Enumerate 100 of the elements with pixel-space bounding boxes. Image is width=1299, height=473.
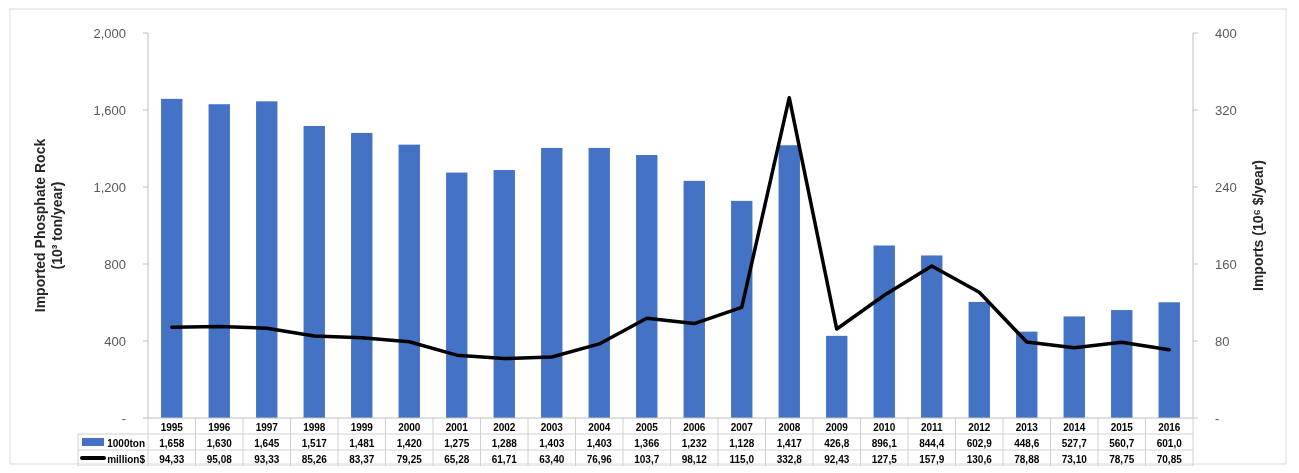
data-label: 73,10 bbox=[1061, 453, 1088, 465]
x-tick-label: 2006 bbox=[683, 421, 706, 433]
x-tick-label: 2002 bbox=[493, 421, 516, 433]
x-tick-label: 1995 bbox=[160, 421, 184, 433]
x-tick-label: 2016 bbox=[1158, 421, 1181, 433]
data-label: 79,25 bbox=[396, 453, 423, 465]
data-label: 61,71 bbox=[491, 453, 518, 465]
bar bbox=[1016, 331, 1038, 418]
x-tick-label: 2012 bbox=[968, 421, 991, 433]
data-label: 527,7 bbox=[1061, 437, 1088, 449]
data-label: 83,37 bbox=[349, 453, 375, 465]
bar bbox=[208, 104, 230, 418]
x-tick-label: 2001 bbox=[445, 421, 469, 433]
bar bbox=[1111, 310, 1133, 418]
data-label: 130,6 bbox=[966, 453, 993, 465]
x-tick-label: 2008 bbox=[778, 421, 801, 433]
bar bbox=[446, 172, 468, 418]
data-label: 157,9 bbox=[919, 453, 945, 465]
data-label: 115,0 bbox=[729, 453, 755, 465]
data-label: 103,7 bbox=[634, 453, 660, 465]
data-label: 1,366 bbox=[634, 437, 660, 449]
data-label: 98,12 bbox=[681, 453, 708, 465]
x-tick-label: 2009 bbox=[825, 421, 849, 433]
legend-label: 1000ton bbox=[107, 437, 145, 449]
data-label: 426,8 bbox=[824, 437, 850, 449]
data-label: 1,417 bbox=[776, 437, 803, 449]
data-label: 1,288 bbox=[491, 437, 518, 449]
data-label: 78,75 bbox=[1109, 453, 1135, 465]
data-label: 1,275 bbox=[444, 437, 470, 449]
y-tick-label: 800 bbox=[104, 256, 126, 272]
y-tick-label: 1,200 bbox=[93, 179, 126, 195]
x-tick-label: 2015 bbox=[1110, 421, 1134, 433]
x-tick-label: 2000 bbox=[398, 421, 421, 433]
data-label: 70,85 bbox=[1156, 453, 1183, 465]
data-label: 896,1 bbox=[871, 437, 898, 449]
data-label: 65,28 bbox=[444, 453, 470, 465]
data-label: 93,33 bbox=[254, 453, 280, 465]
data-label: 602,9 bbox=[966, 437, 993, 449]
x-tick-label: 2007 bbox=[730, 421, 754, 433]
y2-tick-label: 80 bbox=[1215, 333, 1230, 349]
bar bbox=[398, 144, 420, 418]
y-tick-label: 2,000 bbox=[93, 25, 126, 41]
data-label: 1,658 bbox=[159, 437, 185, 449]
bar bbox=[1158, 302, 1180, 418]
y-tick-label: 1,600 bbox=[93, 102, 126, 118]
x-tick-label: 2014 bbox=[1063, 421, 1086, 433]
data-label: 95,08 bbox=[206, 453, 233, 465]
bar bbox=[683, 180, 705, 418]
bar bbox=[303, 125, 325, 418]
data-label: 92,43 bbox=[824, 453, 850, 465]
bar bbox=[1063, 316, 1085, 418]
data-label: 85,26 bbox=[301, 453, 328, 465]
data-label: 332,8 bbox=[776, 453, 803, 465]
bar bbox=[351, 132, 373, 418]
data-label: 127,5 bbox=[871, 453, 898, 465]
data-label: 1,420 bbox=[396, 437, 423, 449]
bar bbox=[778, 145, 800, 418]
bar bbox=[968, 301, 990, 418]
data-label: 844,4 bbox=[919, 437, 945, 449]
bar bbox=[921, 255, 943, 418]
data-label: 63,40 bbox=[539, 453, 565, 465]
bar bbox=[731, 200, 753, 418]
y2-axis-title: Imports (10⁶ $/year) bbox=[1250, 160, 1266, 291]
data-label: 76,96 bbox=[586, 453, 613, 465]
data-label: 560,7 bbox=[1109, 437, 1135, 449]
y2-tick-label: 400 bbox=[1215, 25, 1237, 41]
x-tick-label: 2004 bbox=[588, 421, 611, 433]
y2-tick-label: - bbox=[1215, 410, 1220, 426]
data-label: 1,630 bbox=[206, 437, 233, 449]
y-tick-label: - bbox=[121, 410, 126, 426]
data-label: 94,33 bbox=[159, 453, 185, 465]
data-label: 1,403 bbox=[539, 437, 565, 449]
data-label: 1,645 bbox=[254, 437, 280, 449]
bar bbox=[541, 147, 563, 418]
data-label: 1,232 bbox=[681, 437, 708, 449]
data-label: 601,0 bbox=[1156, 437, 1183, 449]
data-label: 1,128 bbox=[729, 437, 755, 449]
y-axis-title: Imported Phosphate Rock (10³ ton/year) bbox=[32, 138, 65, 313]
bar bbox=[256, 101, 278, 418]
bar bbox=[588, 147, 610, 418]
bar bbox=[636, 155, 658, 418]
bar bbox=[161, 98, 183, 418]
x-tick-label: 2011 bbox=[920, 421, 944, 433]
bar bbox=[873, 245, 895, 418]
data-label: 1,403 bbox=[586, 437, 613, 449]
y2-tick-label: 320 bbox=[1215, 102, 1237, 118]
bar bbox=[493, 170, 515, 418]
x-tick-label: 2003 bbox=[540, 421, 564, 433]
y2-tick-label: 160 bbox=[1215, 256, 1237, 272]
y2-tick-label: 240 bbox=[1215, 179, 1237, 195]
x-tick-label: 2005 bbox=[635, 421, 659, 433]
x-tick-label: 1998 bbox=[303, 421, 326, 433]
x-tick-label: 1997 bbox=[255, 421, 279, 433]
line-series bbox=[170, 95, 1171, 361]
x-tick-label: 2010 bbox=[873, 421, 896, 433]
legend-label: million$ bbox=[107, 453, 146, 465]
data-label: 1,481 bbox=[349, 437, 375, 449]
y-tick-label: 400 bbox=[104, 333, 126, 349]
x-tick-label: 1996 bbox=[208, 421, 231, 433]
data-label: 1,517 bbox=[301, 437, 328, 449]
